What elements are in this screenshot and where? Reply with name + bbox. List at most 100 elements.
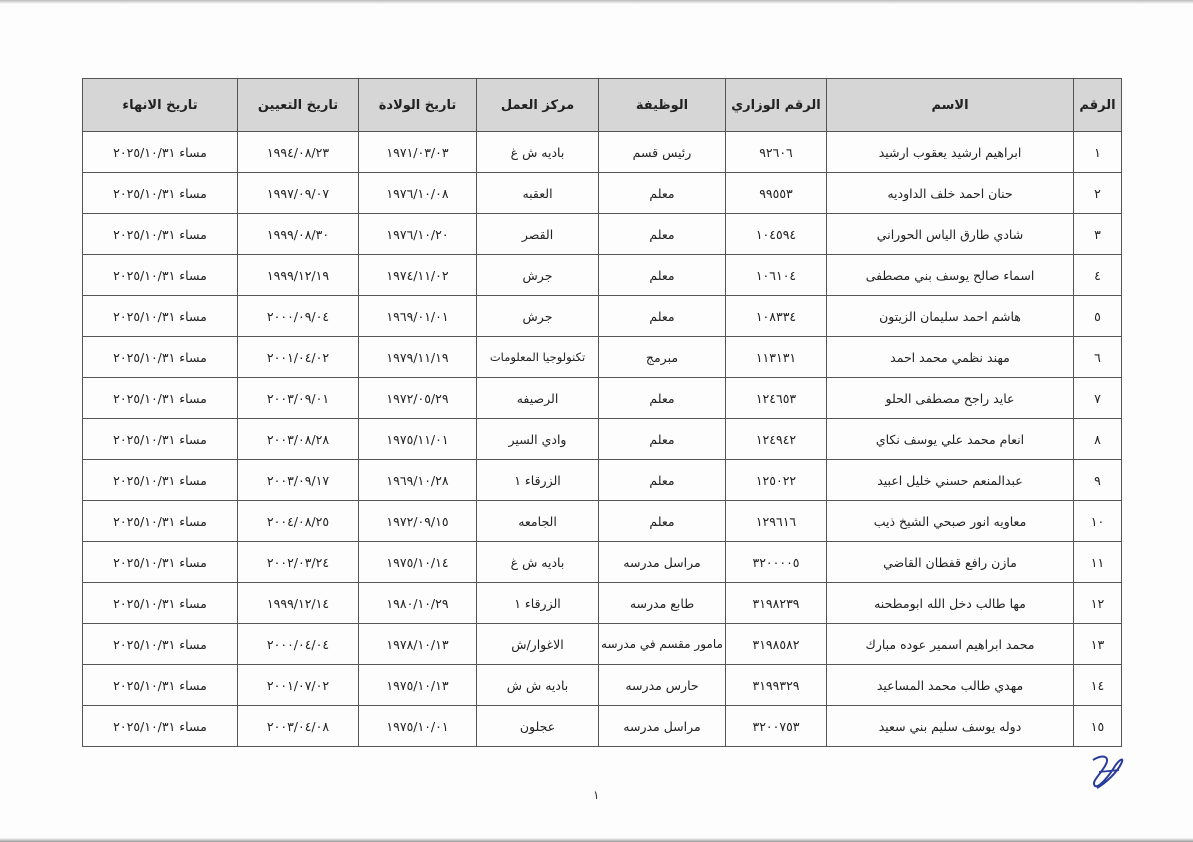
employee-name: هاشم احمد سليمان الزيتون [826,295,1074,337]
ministry-number: ١٠٦١٠٤ [725,254,827,296]
table-header-row: الرقم الاسم الرقم الوزاري الوظيفة مركز ا… [82,78,1122,132]
table-row: ٧ عايد راجح مصطفى الحلو ١٢٤٦٥٣ معلم الرصيفه ١… [82,377,1122,419]
header-workplace: مركز العمل [476,78,599,132]
workplace: الاغوار/ش [476,623,599,665]
row-number: ٤ [1073,254,1122,296]
ministry-number: ١٠٤٥٩٤ [725,213,827,255]
scan-edge-bottom [0,838,1193,842]
end-date: مساء ٢٠٢٥/١٠/٣١ [82,582,238,624]
header-end-date: تاريخ الانهاء [82,78,238,132]
workplace: الجامعه [476,500,599,542]
job-title: حارس مدرسه [598,664,726,706]
appointment-date: ٢٠٠٣/٠٤/٠٨ [237,705,359,747]
row-number: ١٤ [1073,664,1122,706]
end-date: مساء ٢٠٢٥/١٠/٣١ [82,295,238,337]
appointment-date: ٢٠٠٣/٠٩/٠١ [237,377,359,419]
table-row: ٤ اسماء صالح يوسف بني مصطفى ١٠٦١٠٤ معلم جرش ١… [82,254,1122,296]
workplace: باديه ش غ [476,541,599,583]
ministry-number: ١٠٨٣٣٤ [725,295,827,337]
birth-date: ١٩٧٦/١٠/٢٠ [358,213,477,255]
end-date: مساء ٢٠٢٥/١٠/٣١ [82,418,238,460]
ministry-number: ٣١٩٨٥٨٢ [725,623,827,665]
employee-name: معاويه انور صبحي الشيخ ذيب [826,500,1074,542]
ministry-number: ٩٢٦٠٦ [725,131,827,173]
employee-name: عايد راجح مصطفى الحلو [826,377,1074,419]
table-row: ٣ شادي طارق الياس الحوراني ١٠٤٥٩٤ معلم القصر… [82,213,1122,255]
employee-name: مهند نظمي محمد احمد [826,336,1074,378]
row-number: ٩ [1073,459,1122,501]
end-date: مساء ٢٠٢٥/١٠/٣١ [82,664,238,706]
row-number: ١ [1073,131,1122,173]
birth-date: ١٩٧٥/١٠/٠١ [358,705,477,747]
birth-date: ١٩٧٥/١٠/١٣ [358,664,477,706]
workplace: جرش [476,254,599,296]
appointment-date: ٢٠٠١/٠٤/٠٢ [237,336,359,378]
appointment-date: ١٩٩٧/٠٩/٠٧ [237,172,359,214]
table-row: ٥ هاشم احمد سليمان الزيتون ١٠٨٣٣٤ معلم جرش ١٩… [82,295,1122,337]
row-number: ٨ [1073,418,1122,460]
workplace: باديه ش غ [476,131,599,173]
birth-date: ١٩٦٩/١٠/٢٨ [358,459,477,501]
end-date: مساء ٢٠٢٥/١٠/٣١ [82,623,238,665]
workplace: الزرقاء ١ [476,459,599,501]
employee-name: شادي طارق الياس الحوراني [826,213,1074,255]
table-row: ١٥ دوله يوسف سليم بني سعيد ٣٢٠٠٧٥٣ مراسل مد… [82,705,1122,747]
employee-name: دوله يوسف سليم بني سعيد [826,705,1074,747]
birth-date: ١٩٧٨/١٠/١٣ [358,623,477,665]
job-title: معلم [598,500,726,542]
row-number: ١٣ [1073,623,1122,665]
end-date: مساء ٢٠٢٥/١٠/٣١ [82,541,238,583]
row-number: ١١ [1073,541,1122,583]
ministry-number: ٣٢٠٠٠٠٥ [725,541,827,583]
birth-date: ١٩٧٩/١١/١٩ [358,336,477,378]
job-title: معلم [598,172,726,214]
employee-name: انعام محمد علي يوسف نكاي [826,418,1074,460]
job-title: رئيس قسم [598,131,726,173]
page-number: ١ [593,788,600,802]
job-title: طابع مدرسه [598,582,726,624]
end-date: مساء ٢٠٢٥/١٠/٣١ [82,500,238,542]
table-row: ٨ انعام محمد علي يوسف نكاي ١٢٤٩٤٢ معلم وادي … [82,418,1122,460]
job-title: معلم [598,459,726,501]
row-number: ١٠ [1073,500,1122,542]
workplace: العقبه [476,172,599,214]
header-ministry-number: الرقم الوزاري [725,78,827,132]
header-number: الرقم [1073,78,1122,132]
row-number: ٧ [1073,377,1122,419]
ministry-number: ٣٢٠٠٧٥٣ [725,705,827,747]
ministry-number: ١٢٤٩٤٢ [725,418,827,460]
row-number: ٣ [1073,213,1122,255]
end-date: مساء ٢٠٢٥/١٠/٣١ [82,172,238,214]
end-date: مساء ٢٠٢٥/١٠/٣١ [82,131,238,173]
appointment-date: ٢٠٠٣/٠٨/٢٨ [237,418,359,460]
appointment-date: ١٩٩٩/١٢/١٩ [237,254,359,296]
employee-name: مها طالب دخل الله ابومطحنه [826,582,1074,624]
ministry-number: ١١٣١٣١ [725,336,827,378]
workplace: عجلون [476,705,599,747]
job-title: مبرمج [598,336,726,378]
birth-date: ١٩٧٦/١٠/٠٨ [358,172,477,214]
row-number: ٢ [1073,172,1122,214]
header-job: الوظيفة [598,78,726,132]
birth-date: ١٩٧١/٠٣/٠٣ [358,131,477,173]
table-row: ٦ مهند نظمي محمد احمد ١١٣١٣١ مبرمج تكنولوجيا… [82,336,1122,378]
employee-name: ابراهيم ارشيد يعقوب ارشيد [826,131,1074,173]
ministry-number: ١٢٥٠٢٢ [725,459,827,501]
end-date: مساء ٢٠٢٥/١٠/٣١ [82,213,238,255]
employee-name: عبدالمنعم حسني خليل اعبيد [826,459,1074,501]
birth-date: ١٩٨٠/١٠/٢٩ [358,582,477,624]
job-title: معلم [598,377,726,419]
appointment-date: ١٩٩٩/١٢/١٤ [237,582,359,624]
table-row: ١٠ معاويه انور صبحي الشيخ ذيب ١٢٩٦١٦ معلم ال… [82,500,1122,542]
job-title: مراسل مدرسه [598,541,726,583]
workplace: وادي السير [476,418,599,460]
ministry-number: ٩٩٥٥٣ [725,172,827,214]
ministry-number: ٣١٩٨٢٣٩ [725,582,827,624]
job-title: معلم [598,254,726,296]
appointment-date: ٢٠٠٢/٠٣/٢٤ [237,541,359,583]
end-date: مساء ٢٠٢٥/١٠/٣١ [82,254,238,296]
signature-icon [1085,752,1131,796]
appointment-date: ٢٠٠٤/٠٨/٢٥ [237,500,359,542]
table-row: ١٢ مها طالب دخل الله ابومطحنه ٣١٩٨٢٣٩ طابع … [82,582,1122,624]
table-row: ٢ حنان احمد خلف الداوديه ٩٩٥٥٣ معلم العقبه ١٩… [82,172,1122,214]
